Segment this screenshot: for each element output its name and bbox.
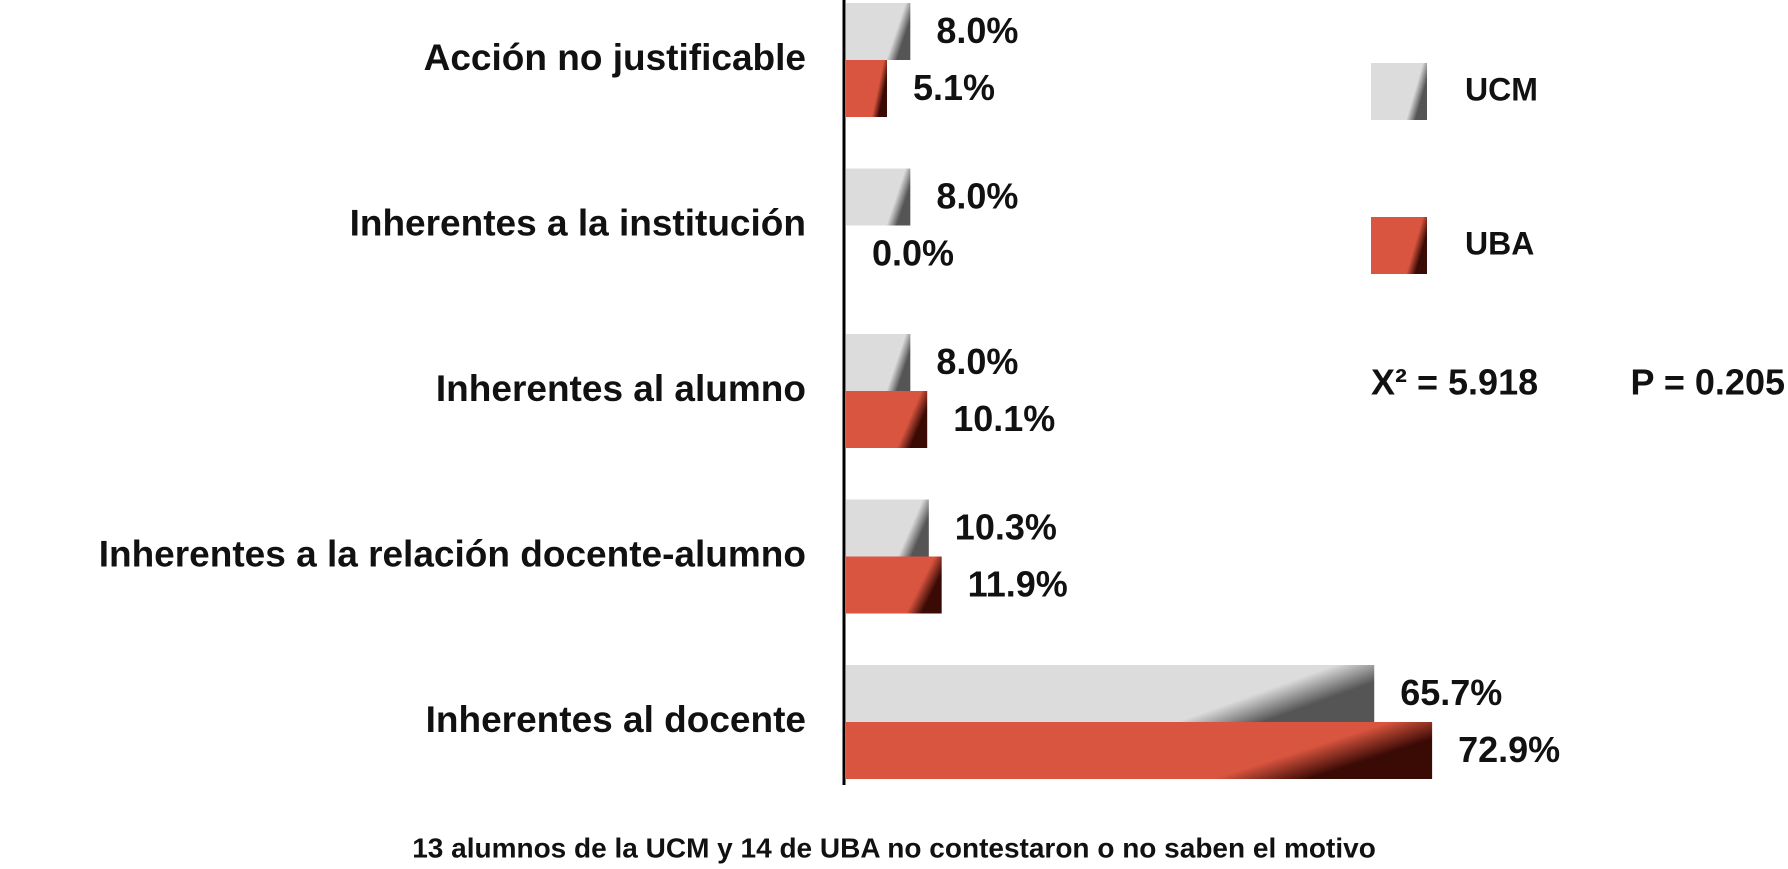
bar xyxy=(846,60,888,117)
legend-swatch xyxy=(1371,217,1427,274)
value-label: 72.9% xyxy=(1458,729,1560,770)
bar xyxy=(846,168,911,226)
footnote: 13 alumnos de la UCM y 14 de UBA no cont… xyxy=(412,832,1376,863)
bar xyxy=(846,334,911,391)
value-label: 8.0% xyxy=(936,10,1018,51)
category-label: Inherentes a la relación docente-alumno xyxy=(99,533,806,574)
legend-swatch xyxy=(1371,63,1427,120)
value-label: 8.0% xyxy=(936,341,1018,382)
category-label: Inherentes a la institución xyxy=(350,202,806,243)
bar xyxy=(846,556,942,614)
value-label: 11.9% xyxy=(968,564,1068,605)
value-label: 10.3% xyxy=(955,507,1057,548)
bar xyxy=(846,665,1375,722)
value-label: 5.1% xyxy=(913,67,995,108)
category-label: Inherentes al alumno xyxy=(436,368,806,409)
legend-label: UCM xyxy=(1465,71,1538,107)
value-label: 10.1% xyxy=(953,398,1055,439)
value-label: 8.0% xyxy=(936,176,1018,217)
value-label: 65.7% xyxy=(1400,672,1502,713)
bar xyxy=(846,3,911,60)
bar xyxy=(846,722,1433,779)
category-label: Inherentes al docente xyxy=(426,699,806,740)
stat-annotation: X² = 5.918 xyxy=(1371,362,1538,403)
value-label: 0.0% xyxy=(872,233,954,274)
category-label: Acción no justificable xyxy=(424,37,806,78)
bar xyxy=(846,391,928,448)
legend-label: UBA xyxy=(1465,225,1534,261)
stat-annotation: P = 0.205 xyxy=(1631,362,1785,403)
bar xyxy=(846,499,929,557)
